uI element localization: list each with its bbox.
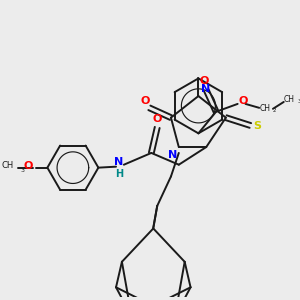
Text: N: N — [201, 84, 211, 94]
Text: 2: 2 — [273, 108, 276, 113]
Text: O: O — [238, 96, 248, 106]
Text: CH: CH — [259, 104, 270, 113]
Text: O: O — [141, 96, 150, 106]
Text: N: N — [114, 157, 123, 167]
Text: N: N — [168, 150, 177, 160]
Text: 3: 3 — [21, 168, 25, 173]
Text: H: H — [115, 169, 123, 178]
Text: O: O — [200, 76, 209, 86]
Text: CH: CH — [284, 95, 295, 104]
Text: CH: CH — [2, 161, 14, 170]
Text: O: O — [23, 161, 33, 171]
Text: S: S — [253, 122, 261, 131]
Text: O: O — [152, 113, 162, 124]
Text: 3: 3 — [298, 99, 300, 104]
